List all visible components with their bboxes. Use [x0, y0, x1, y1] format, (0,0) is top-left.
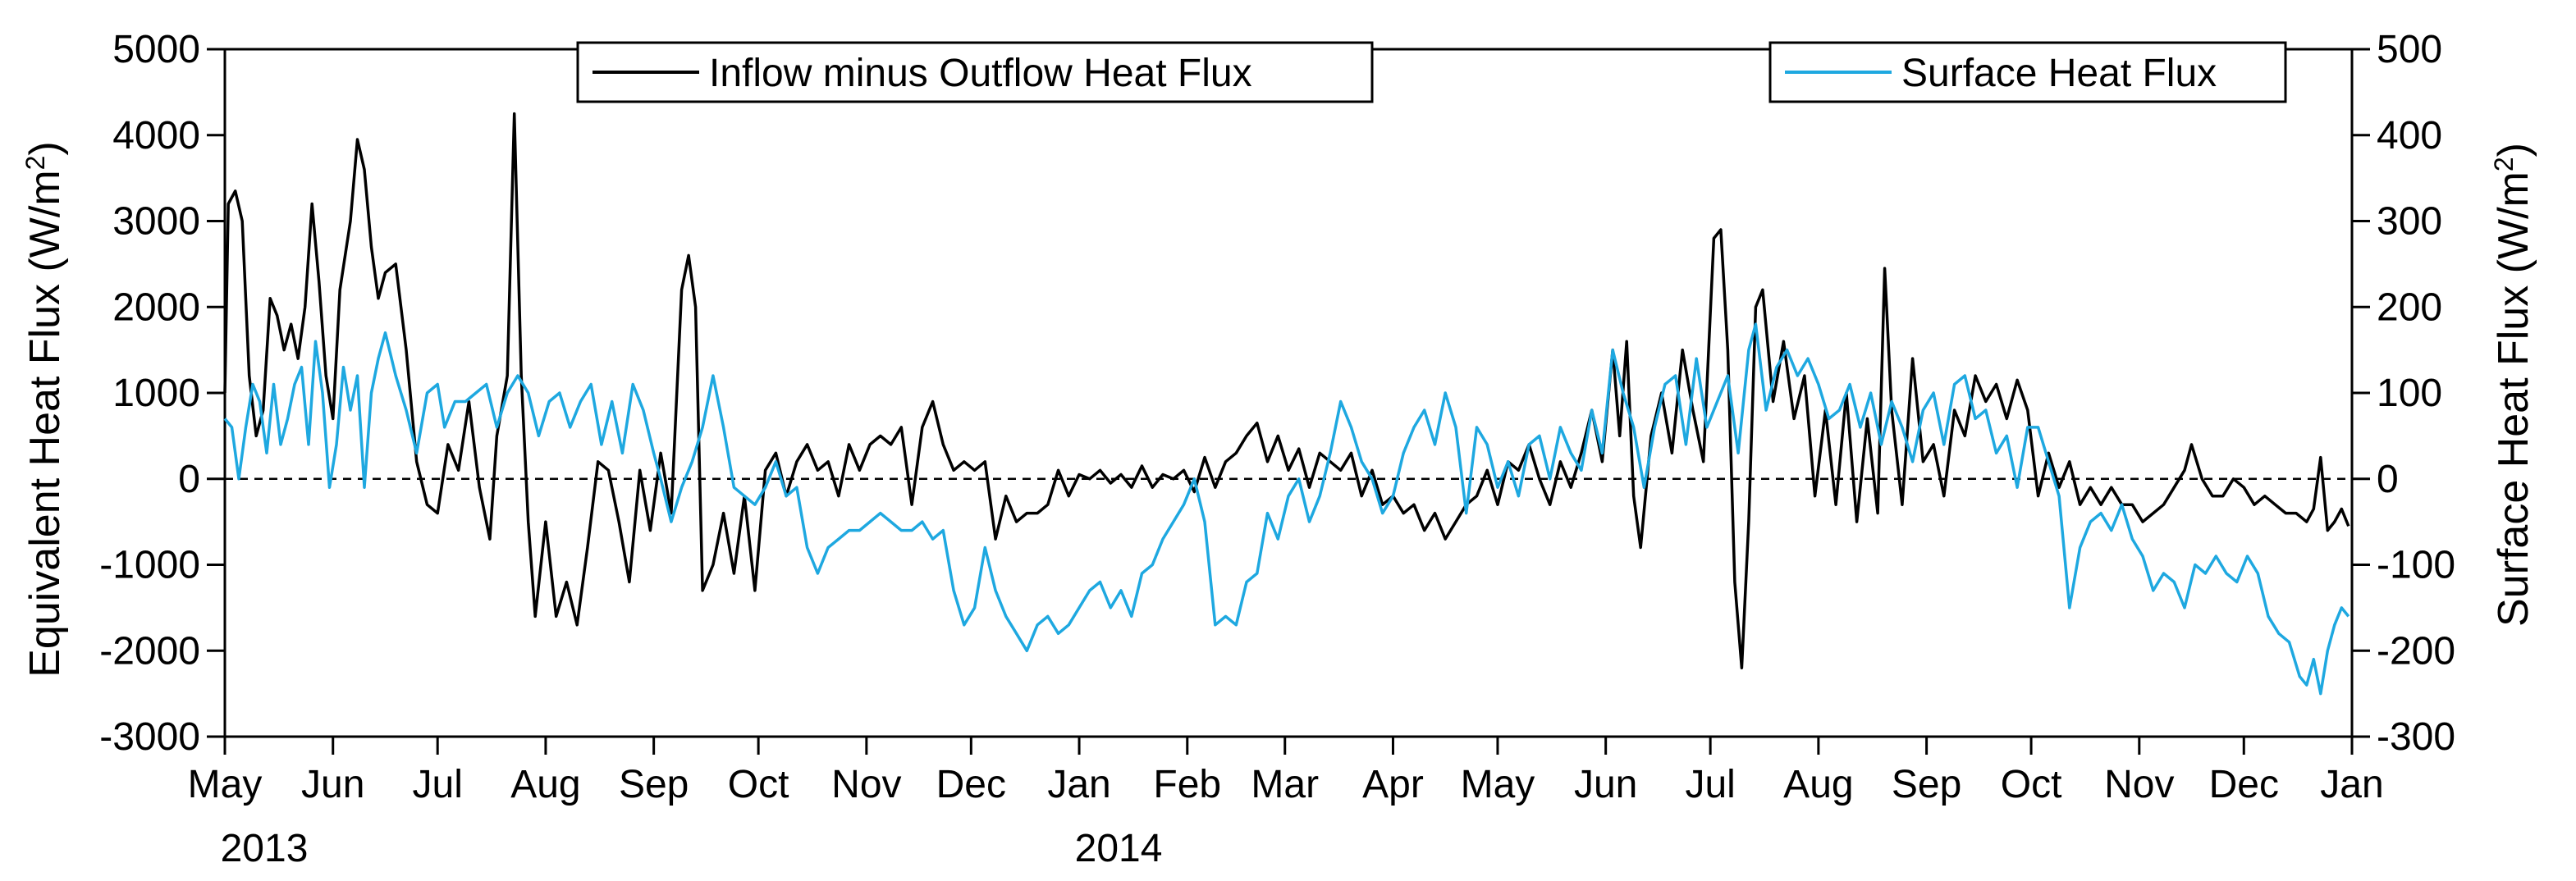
x-tick-label: May [188, 763, 263, 806]
x-tick-label: Nov [831, 763, 901, 806]
right-y-tick-label: 300 [2377, 200, 2442, 244]
legend-label: Inflow minus Outflow Heat Flux [709, 52, 1252, 95]
right-y-tick-label: 400 [2377, 114, 2442, 157]
x-year-label: 2013 [221, 827, 309, 870]
x-tick-label: Jul [413, 763, 463, 806]
x-tick-label: Sep [1892, 763, 1961, 806]
right-y-tick-label: 100 [2377, 372, 2442, 415]
left-y-tick-label: 4000 [112, 114, 200, 157]
right-y-tick-label: -200 [2377, 629, 2455, 673]
series-line-1 [223, 322, 2350, 696]
left-y-tick-label: 1000 [112, 372, 200, 415]
x-tick-label: Feb [1153, 763, 1221, 806]
plot-frame [223, 48, 2354, 738]
x-tick-label: Nov [2104, 763, 2174, 806]
left-y-tick-label: 0 [178, 458, 200, 501]
x-year-label: 2014 [1075, 827, 1163, 870]
left-y-tick-label: 2000 [112, 285, 200, 329]
x-tick-label: Oct [728, 763, 789, 806]
x-tick-label: Jul [1685, 763, 1735, 806]
right-y-tick-label: 0 [2377, 458, 2399, 501]
legend-label: Surface Heat Flux [1901, 52, 2217, 95]
right-y-tick-label: 200 [2377, 285, 2442, 329]
right-y-axis-title: Surface Heat Flux (W/m2) [2489, 143, 2537, 627]
x-tick-label: Aug [1783, 763, 1853, 806]
right-y-tick-label: 500 [2377, 28, 2442, 71]
x-tick-label: Jun [301, 763, 364, 806]
left-y-tick-label: -2000 [99, 629, 200, 673]
x-tick-label: Sep [619, 763, 689, 806]
series-layer [223, 112, 2350, 696]
x-tick-label: Jan [2320, 763, 2383, 806]
x-tick-label: Oct [2001, 763, 2062, 806]
legend-inflow-outflow: Inflow minus Outflow Heat Flux [576, 41, 1374, 103]
left-y-axis-title: Equivalent Heat Flux (W/m2) [21, 141, 69, 678]
x-tick-label: Jun [1574, 763, 1637, 806]
right-y-tick-label: -300 [2377, 715, 2455, 759]
legend-frame [576, 41, 1374, 103]
x-tick-label: Aug [510, 763, 580, 806]
x-tick-label: Mar [1251, 763, 1319, 806]
x-tick-label: May [1461, 763, 1535, 806]
legend-layer: Inflow minus Outflow Heat Flux Surface He… [576, 41, 2287, 103]
left-y-tick-label: -1000 [99, 544, 200, 587]
x-tick-label: Jan [1047, 763, 1110, 806]
left-y-tick-label: -3000 [99, 715, 200, 759]
axes-layer: -3000-2000-1000010002000300040005000-300… [21, 28, 2537, 870]
x-tick-label: Apr [1362, 763, 1424, 806]
series-line-0 [223, 112, 2350, 669]
x-tick-label: Dec [2209, 763, 2279, 806]
left-y-tick-label: 3000 [112, 200, 200, 244]
plot-border [223, 48, 2354, 738]
left-y-tick-label: 5000 [112, 28, 200, 71]
x-tick-label: Dec [936, 763, 1006, 806]
right-y-tick-label: -100 [2377, 544, 2455, 587]
legend-surface-heat-flux: Surface Heat Flux [1768, 41, 2287, 103]
